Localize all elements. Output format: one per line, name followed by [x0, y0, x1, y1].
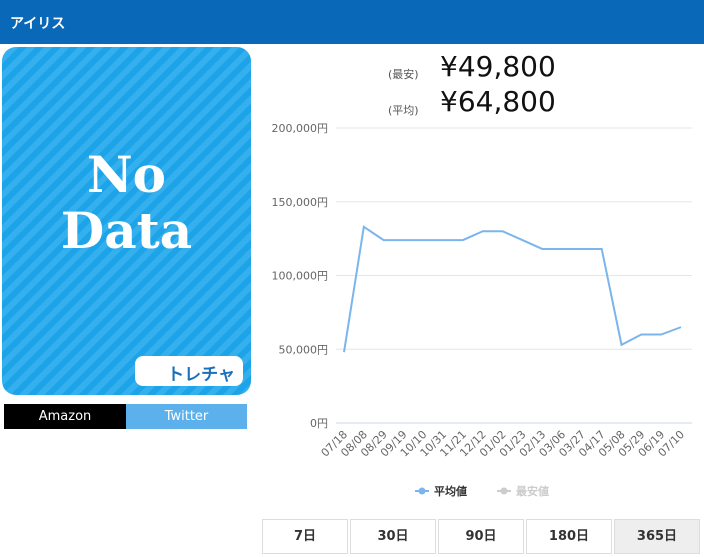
range-button[interactable]: 365日	[614, 519, 700, 554]
y-tick-label: 200,000円	[272, 122, 329, 135]
legend-marker	[418, 487, 426, 495]
range-button[interactable]: 180日	[526, 519, 612, 554]
range-button[interactable]: 90日	[438, 519, 524, 554]
line-series	[343, 225, 682, 353]
y-tick-label: 0円	[310, 417, 328, 430]
product-image: No Data	[2, 47, 251, 395]
twitter-button[interactable]: Twitter	[126, 404, 247, 429]
price-value: ¥64,800	[440, 85, 556, 118]
no-data-text: No	[86, 145, 167, 204]
y-tick-label: 150,000円	[272, 196, 329, 209]
legend-label: 平均値	[434, 484, 467, 498]
legend-label: 最安値	[516, 484, 549, 498]
price-value: ¥49,800	[440, 50, 556, 83]
logo: トレチャ	[135, 356, 243, 386]
y-tick-label: 50,000円	[279, 343, 329, 356]
header-title: アイリス	[0, 0, 704, 44]
price-label: (最安)	[388, 68, 419, 81]
price-label: (平均)	[388, 104, 419, 117]
range-button[interactable]: 30日	[350, 519, 436, 554]
y-tick-label: 100,000円	[272, 270, 329, 283]
no-data-text: Data	[60, 201, 193, 260]
amazon-button[interactable]: Amazon	[4, 404, 126, 429]
range-button[interactable]: 7日	[262, 519, 348, 554]
legend-marker	[500, 487, 508, 495]
